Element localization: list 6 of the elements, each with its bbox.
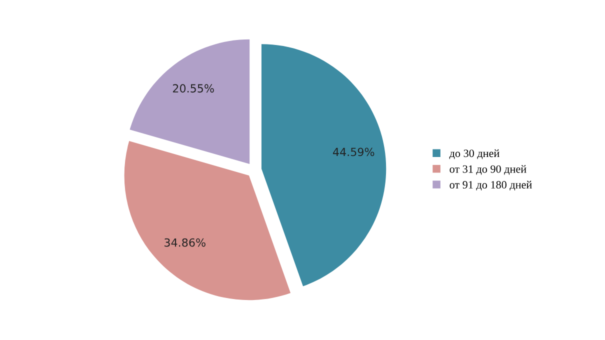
- data-label: 44.59%: [332, 148, 374, 156]
- data-label: 20.55%: [172, 84, 214, 93]
- legend-label: до 30 дней: [449, 149, 500, 160]
- legend-label: от 31 до 90 дней: [450, 165, 526, 175]
- data-label: 34.86%: [164, 238, 206, 247]
- legend-label: от 91 до 180 дней: [450, 180, 532, 191]
